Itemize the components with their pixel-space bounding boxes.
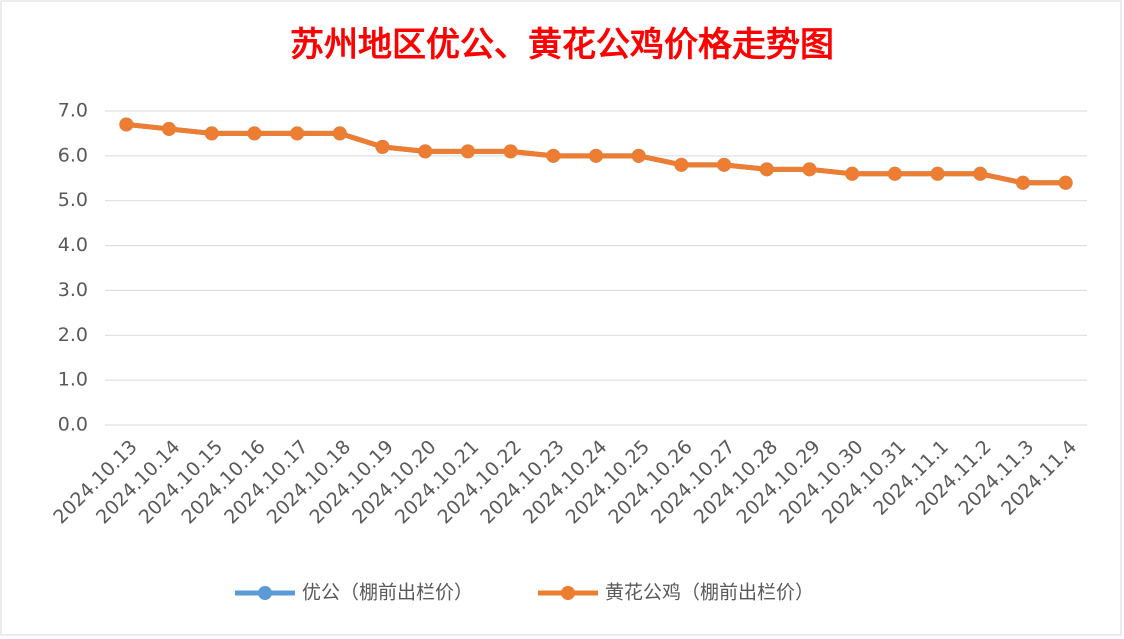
y-tick-label: 2.0 [58,324,88,346]
point [802,162,817,177]
point [1058,175,1073,190]
y-tick-label: 3.0 [58,279,88,301]
point [887,166,902,181]
point [460,144,475,159]
point [375,139,390,154]
point [332,126,347,141]
legend-marker [258,586,272,600]
y-tick-label: 4.0 [58,234,88,256]
y-tick-label: 6.0 [58,144,88,166]
point [589,148,603,163]
y-tick-label: 7.0 [58,100,88,122]
y-tick-label: 0.0 [58,414,88,436]
legend-label: 优公（棚前出栏价） [302,582,473,604]
legend-marker [561,586,575,600]
point [717,157,732,172]
point [845,166,860,181]
point [119,117,134,132]
point [290,126,305,141]
point [930,166,945,181]
point [162,121,177,136]
point [1015,175,1030,190]
point [247,126,262,141]
point [973,166,988,181]
point [631,148,646,163]
legend-label: 黄花公鸡（棚前出栏价） [605,582,814,604]
point [546,148,561,163]
point [204,126,219,141]
point [418,144,433,159]
y-tick-label: 5.0 [58,189,88,211]
chart-title: 苏州地区优公、黄花公鸡价格走势图 [290,25,834,65]
point [503,144,518,159]
point [674,157,689,172]
point [759,162,774,177]
y-tick-label: 1.0 [58,369,88,391]
